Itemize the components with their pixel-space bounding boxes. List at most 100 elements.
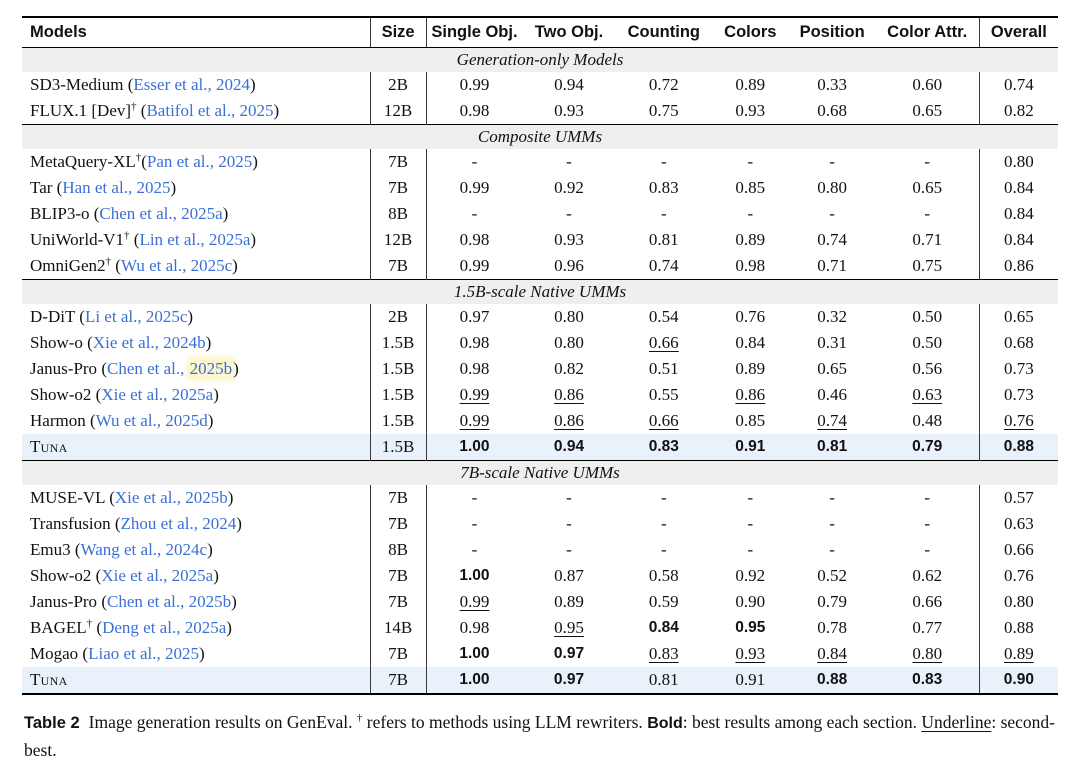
- metric-cell: 0.97: [522, 667, 616, 694]
- citation-link[interactable]: Xie et al., 2025b: [114, 488, 228, 507]
- metric-cell: 0.94: [554, 75, 584, 94]
- size-cell: 12B: [369, 227, 427, 253]
- citation-link[interactable]: Batifol et al., 2025: [146, 101, 274, 120]
- citation-link[interactable]: Wang et al., 2024c: [80, 540, 208, 559]
- overall-cell: 0.68: [978, 330, 1058, 356]
- overall-cell: 0.63: [978, 511, 1058, 537]
- citation-link[interactable]: Li et al., 2025c: [84, 307, 188, 326]
- metric-cell: -: [660, 514, 667, 533]
- metric-cell: 0.85: [735, 178, 766, 197]
- model-row: Transfusion (Zhou et al., 2024) 7B - - - - - -0…: [22, 511, 1058, 537]
- metric-cell: 0.99: [425, 72, 523, 98]
- metric-cell: -: [747, 152, 754, 171]
- citation-link[interactable]: Chen et al., 2025a: [99, 204, 223, 223]
- citation-link[interactable]: Esser et al., 2024: [133, 75, 251, 94]
- metric-cell: 0.99: [425, 589, 523, 615]
- metric-cell: 0.62: [912, 566, 943, 585]
- metric-cell: 0.74: [817, 411, 847, 430]
- citation-link[interactable]: Wu et al., 2025c: [120, 256, 233, 275]
- size-cell: 7B: [369, 253, 427, 280]
- metric-cell: 0.52: [817, 566, 847, 585]
- metric-cell: -: [566, 488, 572, 507]
- table-figure: Models Size Single Obj. Two Obj. Countin…: [22, 16, 1058, 760]
- caption-segment: Bold: [647, 715, 683, 732]
- dagger-mark: †: [86, 617, 93, 630]
- overall-cell: 0.84: [978, 175, 1058, 201]
- metric-cell: 1.00: [425, 434, 523, 461]
- metric-cell: 0.48: [912, 411, 943, 430]
- citation-link[interactable]: Wu et al., 2025d: [95, 411, 208, 430]
- citation-link[interactable]: Xie et al., 2024b: [92, 333, 206, 352]
- model-row: Show-o2 (Xie et al., 2025a) 1.5B 0.99 0.86 0…: [22, 382, 1058, 408]
- metric-cell: -: [566, 204, 572, 223]
- size-cell: 1.5B: [369, 356, 427, 382]
- metric-cell: 0.82: [554, 359, 584, 378]
- metric-cell: 0.83: [648, 644, 679, 663]
- model-row: Janus-Pro (Chen et al., 2025b) 1.5B 0.98 0.…: [22, 356, 1058, 382]
- model-row: MUSE-VL (Xie et al., 2025b) 7B - - - - - -0.57: [22, 485, 1058, 511]
- size-cell: 2B: [369, 304, 427, 330]
- metric-cell: 0.97: [553, 645, 585, 662]
- model-name: Janus-Pro: [30, 592, 98, 611]
- citation-link[interactable]: Pan et al., 2025: [146, 152, 253, 171]
- model-name: Transfusion: [30, 514, 111, 533]
- citation-link[interactable]: Xie et al., 2025a: [101, 385, 214, 404]
- metric-cell: 0.91: [711, 667, 789, 694]
- metric-cell: 0.60: [912, 75, 943, 94]
- dagger-mark: †: [105, 255, 112, 268]
- metric-cell: 0.94: [522, 434, 616, 461]
- metric-cell: 0.81: [788, 434, 876, 461]
- metric-cell: 0.98: [425, 615, 523, 641]
- model-name: Emu3: [30, 540, 71, 559]
- model-name: BLIP3-o: [30, 204, 90, 223]
- model-name: D-DiT: [30, 307, 76, 326]
- metric-cell: 0.71: [912, 230, 943, 249]
- citation-link[interactable]: Lin et al., 2025a: [139, 230, 251, 249]
- col-header-models: Models: [22, 17, 371, 48]
- size-cell: 7B: [369, 589, 427, 615]
- model-row: Show-o (Xie et al., 2024b) 1.5B 0.98 0.80 0.…: [22, 330, 1058, 356]
- col-header-color-attr: Color Attr.: [875, 17, 980, 48]
- metric-cell: 0.93: [554, 230, 584, 249]
- metric-cell: 0.99: [425, 253, 523, 280]
- metric-cell: -: [425, 537, 523, 563]
- metric-cell: 0.50: [912, 307, 943, 326]
- size-cell: 7B: [369, 175, 427, 201]
- model-name-cell: Show-o2 (Xie et al., 2025a): [30, 566, 219, 585]
- metric-cell: 0.87: [554, 566, 584, 585]
- overall-cell: 0.76: [978, 408, 1058, 434]
- model-row: Mogao (Liao et al., 2025) 7B 1.00 0.97 0.83 0…: [22, 641, 1058, 667]
- citation-link[interactable]: Zhou et al., 2024: [120, 514, 237, 533]
- citation-link[interactable]: Liao et al., 2025: [88, 644, 200, 663]
- citation-link[interactable]: Deng et al., 2025a: [102, 618, 227, 637]
- metric-cell: 0.50: [912, 333, 943, 352]
- size-cell: 7B: [369, 511, 427, 537]
- metric-cell: -: [924, 152, 931, 171]
- citation-link[interactable]: Han et al., 2025: [62, 178, 171, 197]
- metric-cell: 0.80: [554, 307, 584, 326]
- model-name: OmniGen2: [30, 256, 106, 275]
- model-row: Emu3 (Wang et al., 2024c) 8B - - - - - -0.66: [22, 537, 1058, 563]
- model-name-cell: OmniGen2† (Wu et al., 2025c): [30, 255, 238, 275]
- metric-cell: -: [924, 540, 931, 559]
- overall-cell: 0.80: [978, 589, 1058, 615]
- metric-cell: 0.89: [735, 359, 766, 378]
- citation-link[interactable]: Chen et al., 2025b: [106, 359, 234, 378]
- overall-cell: 0.90: [978, 667, 1058, 694]
- col-header-counting: Counting: [615, 17, 712, 48]
- metric-cell: 0.80: [817, 178, 847, 197]
- citation-link[interactable]: Xie et al., 2025a: [101, 566, 214, 585]
- metric-cell: 0.33: [817, 75, 847, 94]
- model-row: Harmon (Wu et al., 2025d) 1.5B 0.99 0.86 0.6…: [22, 408, 1058, 434]
- overall-cell: 0.73: [978, 382, 1058, 408]
- model-name: SD3-Medium: [30, 75, 124, 94]
- metric-cell: 0.85: [735, 411, 766, 430]
- model-name-cell: MetaQuery-XL†(Pan et al., 2025): [30, 151, 258, 171]
- model-name-cell: Harmon (Wu et al., 2025d): [30, 411, 214, 430]
- overall-cell: 0.76: [978, 563, 1058, 589]
- metric-cell: 0.75: [648, 101, 679, 120]
- metric-cell: 1.00: [425, 563, 523, 589]
- metric-cell: 0.79: [875, 434, 980, 461]
- citation-link[interactable]: Chen et al., 2025b: [106, 592, 232, 611]
- model-name-cell: Tuna: [22, 434, 371, 461]
